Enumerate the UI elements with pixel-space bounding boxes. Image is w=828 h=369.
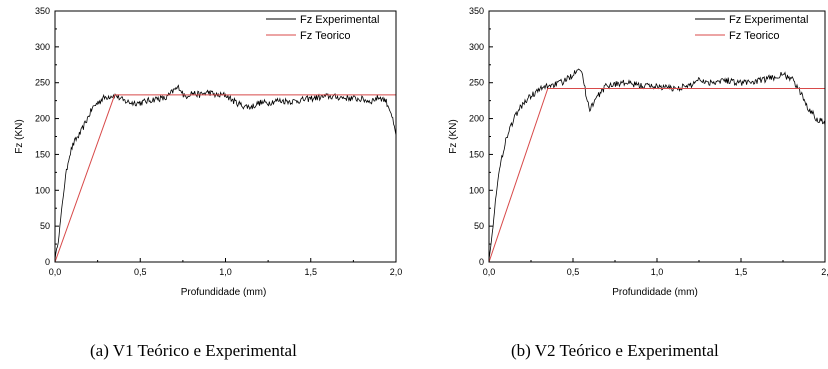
caption-b: (b) V2 Teórico e Experimental (511, 341, 719, 360)
y-tick-label: 200 (35, 114, 50, 124)
y-tick-label: 100 (35, 185, 50, 195)
y-tick-label: 0 (45, 257, 50, 267)
y-tick-label: 350 (469, 6, 484, 16)
legend-entry: Fz Teorico (729, 30, 780, 42)
legend-entry: Fz Teorico (300, 30, 351, 42)
caption-a: (a) V1 Teórico e Experimental (90, 341, 297, 360)
series-line-experimental (489, 68, 825, 260)
series-line-teorico (55, 94, 396, 262)
x-axis-label: Profundidade (mm) (181, 287, 267, 298)
y-axis-label: Fz (KN) (14, 119, 25, 153)
y-tick-label: 50 (474, 221, 484, 231)
y-tick-label: 50 (40, 221, 50, 231)
x-tick-label: 0,5 (134, 267, 147, 277)
x-tick-label: 1,5 (735, 267, 748, 277)
x-tick-label: 2, (821, 267, 828, 277)
y-tick-label: 0 (479, 257, 484, 267)
x-tick-label: 2,0 (390, 267, 403, 277)
plot-frame (54, 10, 397, 263)
y-tick-label: 300 (469, 42, 484, 52)
y-tick-label: 150 (469, 149, 484, 159)
y-tick-label: 200 (469, 114, 484, 124)
y-tick-label: 250 (35, 78, 50, 88)
x-tick-label: 1,0 (219, 267, 232, 277)
y-tick-label: 350 (35, 6, 50, 16)
x-tick-label: 1,5 (304, 267, 317, 277)
series-line-teorico (489, 87, 825, 262)
plot-frame (488, 10, 826, 263)
y-tick-label: 150 (35, 149, 50, 159)
chart-b: 0,0 0,5 1,0 1,5 2, 0 50 100 150 200 250 300 350 Profu… (448, 6, 828, 298)
x-tick-label: 0,5 (567, 267, 580, 277)
legend-entry: Fz Experimental (300, 14, 379, 26)
legend-entry: Fz Experimental (729, 14, 808, 26)
x-tick-label: 1,0 (651, 267, 664, 277)
x-axis-label: Profundidade (mm) (612, 287, 698, 298)
x-tick-label: 0,0 (483, 267, 496, 277)
x-tick-label: 0,0 (49, 267, 62, 277)
y-tick-label: 100 (469, 185, 484, 195)
y-axis-label: Fz (KN) (448, 119, 459, 153)
y-tick-label: 250 (469, 78, 484, 88)
series-line-experimental (55, 84, 396, 260)
chart-a: 0,0 0,5 1,0 1,5 2,0 0 50 100 150 200 250 300 350 Prof… (14, 6, 402, 298)
y-tick-label: 300 (35, 42, 50, 52)
